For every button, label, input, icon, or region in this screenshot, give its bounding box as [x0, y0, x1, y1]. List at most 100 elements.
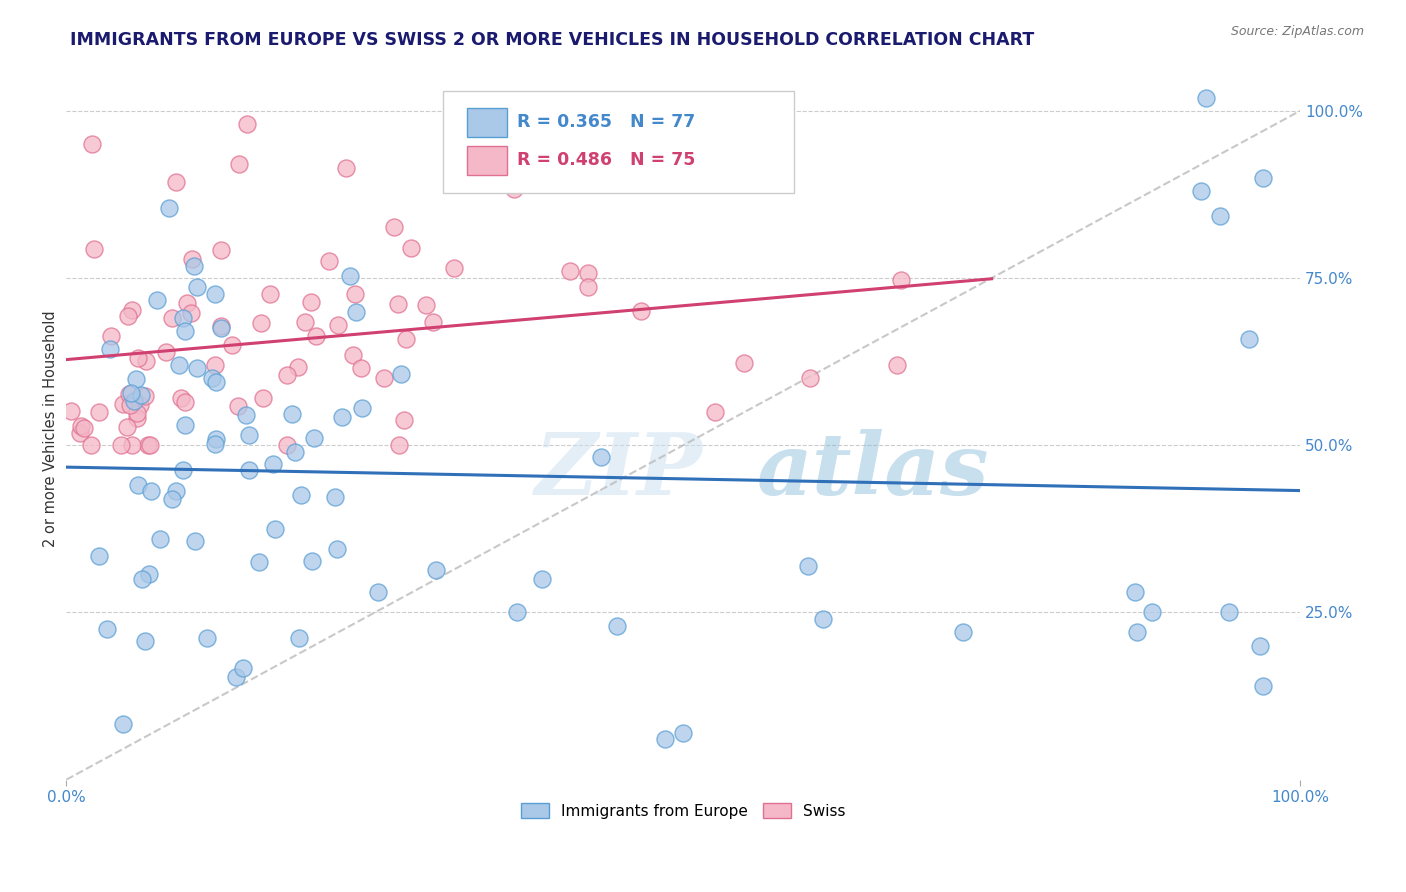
Point: [443, 261, 465, 276]
Point: [952, 625, 974, 640]
Point: [134, 389, 156, 403]
Point: [382, 220, 405, 235]
Point: [201, 371, 224, 385]
Point: [162, 492, 184, 507]
Point: [131, 572, 153, 586]
Point: [344, 305, 367, 319]
Point: [118, 387, 141, 401]
FancyBboxPatch shape: [443, 92, 794, 194]
Point: [287, 360, 309, 375]
Point: [118, 398, 141, 412]
Point: [326, 318, 349, 333]
Point: [238, 428, 260, 442]
Text: R = 0.365   N = 77: R = 0.365 N = 77: [516, 113, 695, 131]
Point: [558, 264, 581, 278]
Point: [186, 280, 208, 294]
Point: [276, 438, 298, 452]
Text: R = 0.486   N = 75: R = 0.486 N = 75: [516, 152, 695, 169]
Point: [82, 137, 104, 152]
Point: [127, 477, 149, 491]
Point: [174, 324, 197, 338]
Point: [352, 401, 374, 415]
Point: [226, 399, 249, 413]
Point: [172, 311, 194, 326]
Point: [290, 488, 312, 502]
Point: [125, 406, 148, 420]
Point: [204, 375, 226, 389]
Point: [134, 634, 156, 648]
Point: [284, 445, 307, 459]
Point: [576, 266, 599, 280]
Point: [139, 438, 162, 452]
Point: [630, 304, 652, 318]
Point: [422, 315, 444, 329]
Point: [96, 622, 118, 636]
Point: [115, 420, 138, 434]
Point: [1251, 170, 1274, 185]
Point: [250, 317, 273, 331]
Point: [395, 332, 418, 346]
Point: [129, 388, 152, 402]
Point: [349, 360, 371, 375]
Point: [252, 391, 274, 405]
Point: [318, 253, 340, 268]
Point: [232, 661, 254, 675]
Point: [299, 295, 322, 310]
Text: ZIP: ZIP: [536, 429, 703, 512]
Point: [1189, 184, 1212, 198]
Point: [259, 287, 281, 301]
Point: [136, 438, 159, 452]
Point: [110, 438, 132, 452]
Point: [117, 309, 139, 323]
Point: [238, 463, 260, 477]
Y-axis label: 2 or more Vehicles in Household: 2 or more Vehicles in Household: [44, 310, 58, 547]
Point: [209, 243, 232, 257]
Point: [236, 117, 259, 131]
Point: [159, 201, 181, 215]
Point: [98, 342, 121, 356]
Point: [281, 407, 304, 421]
Point: [69, 426, 91, 441]
Text: Source: ZipAtlas.com: Source: ZipAtlas.com: [1230, 25, 1364, 38]
Point: [1237, 332, 1260, 346]
Point: [165, 175, 187, 189]
Point: [183, 534, 205, 549]
Point: [209, 320, 232, 334]
Point: [415, 298, 437, 312]
Point: [138, 566, 160, 581]
Point: [301, 554, 323, 568]
Point: [173, 417, 195, 432]
Point: [160, 310, 183, 325]
Point: [387, 297, 409, 311]
Point: [288, 631, 311, 645]
Point: [886, 358, 908, 372]
Point: [120, 385, 142, 400]
Point: [294, 315, 316, 329]
Point: [606, 619, 628, 633]
Point: [235, 408, 257, 422]
Point: [221, 338, 243, 352]
Point: [183, 260, 205, 274]
Point: [125, 411, 148, 425]
Point: [73, 421, 96, 435]
Point: [890, 273, 912, 287]
Point: [135, 353, 157, 368]
Point: [125, 372, 148, 386]
Point: [342, 348, 364, 362]
Point: [530, 572, 553, 586]
Point: [506, 606, 529, 620]
Point: [811, 612, 834, 626]
Point: [1209, 209, 1232, 223]
Point: [139, 484, 162, 499]
Point: [323, 490, 346, 504]
Point: [1251, 679, 1274, 693]
Point: [204, 437, 226, 451]
Point: [173, 394, 195, 409]
Text: IMMIGRANTS FROM EUROPE VS SWISS 2 OR MORE VEHICLES IN HOUSEHOLD CORRELATION CHAR: IMMIGRANTS FROM EUROPE VS SWISS 2 OR MOR…: [70, 31, 1035, 49]
Point: [302, 431, 325, 445]
Point: [87, 549, 110, 564]
Point: [1194, 90, 1216, 104]
Point: [83, 242, 105, 256]
Point: [388, 438, 411, 452]
Point: [169, 391, 191, 405]
